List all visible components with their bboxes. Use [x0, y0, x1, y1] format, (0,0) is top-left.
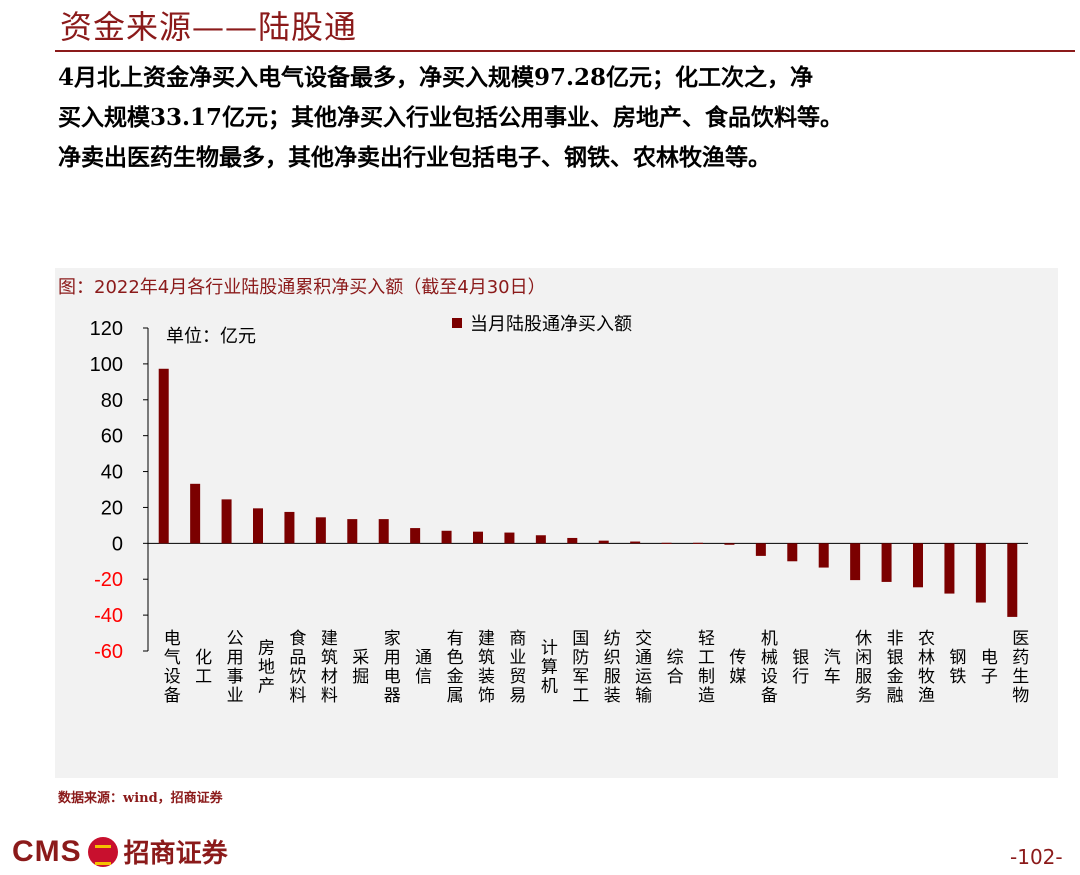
y-tick-label: 120: [90, 318, 123, 340]
bar: [190, 483, 201, 544]
x-tick-label: 化工: [191, 648, 212, 686]
title-divider: [55, 50, 1075, 52]
bar: [630, 541, 641, 544]
chart-legend: 当月陆股通净买入额: [452, 310, 632, 336]
bar: [504, 532, 515, 544]
x-tick-label: 采掘: [348, 648, 369, 686]
bar: [473, 531, 483, 544]
bar: [567, 537, 578, 544]
bar: [158, 368, 169, 544]
bar: [944, 543, 955, 594]
bar: [881, 543, 892, 582]
bar: [661, 542, 672, 544]
x-tick-label: 汽车: [820, 648, 841, 686]
x-tick-label: 机械设备: [757, 629, 778, 705]
data-source: 数据来源：wind，招商证券: [58, 791, 223, 806]
x-tick-label: 建筑装饰: [474, 629, 495, 705]
bar: [410, 528, 421, 544]
x-tick-label: 轻工制造: [694, 629, 715, 705]
x-tick-label: 钢铁: [945, 648, 966, 686]
x-tick-label: 纺织服装: [600, 629, 621, 705]
legend-swatch: [452, 318, 462, 328]
y-tick-label: 40: [101, 462, 123, 484]
summary-text: 4月北上资金净买入电气设备最多，净买入规模97.28亿元；化工次之，净 买入规模…: [58, 58, 1073, 178]
summary-line: 净卖出医药生物最多，其他净卖出行业包括电子、钢铁、农林牧渔等。: [58, 144, 771, 171]
x-tick-label: 通信: [411, 648, 432, 686]
bar: [598, 540, 609, 544]
bar: [755, 543, 766, 556]
x-tick-label: 非银金融: [883, 629, 904, 705]
x-tick-label: 国防军工: [568, 629, 589, 705]
legend-label: 当月陆股通净买入额: [470, 314, 632, 335]
x-tick-label: 休闲服务: [851, 629, 872, 705]
bar: [284, 511, 295, 544]
bar: [818, 543, 829, 568]
y-tick-label: 0: [112, 533, 123, 555]
bar: [315, 517, 326, 544]
x-tick-label: 医药生物: [1008, 629, 1028, 705]
x-tick-label: 传媒: [725, 648, 746, 686]
y-tick-label: 80: [101, 390, 123, 412]
bar: [1007, 543, 1018, 617]
logo-icon: [87, 836, 118, 867]
x-tick-label: 食品饮料: [285, 629, 306, 705]
bar: [441, 530, 452, 544]
x-tick-label: 交通运输: [631, 629, 652, 705]
x-tick-label: 银行: [788, 648, 809, 686]
bar: [378, 519, 389, 544]
company-logo: CMS 招商证券: [12, 833, 228, 870]
unit-label: 单位：亿元: [166, 326, 256, 347]
x-tick-label: 建筑材料: [317, 629, 338, 705]
summary-line: 4月北上资金净买入电气设备最多，净买入规模97.28亿元；化工次之，净: [58, 64, 814, 91]
bar: [975, 543, 986, 603]
x-tick-label: 房地产: [254, 638, 275, 695]
page-title: 资金来源——陆股通: [60, 8, 358, 46]
bar: [221, 499, 232, 544]
y-tick-label: -40: [94, 605, 123, 627]
summary-line: 买入规模33.17亿元；其他净买入行业包括公用事业、房地产、食品饮料等。: [58, 104, 844, 131]
bar: [913, 543, 923, 588]
y-tick-label: -60: [94, 641, 123, 663]
y-tick-label: -20: [94, 569, 123, 591]
bar: [347, 519, 358, 544]
y-tick-label: 100: [90, 354, 123, 376]
x-tick-label: 计算机: [537, 638, 558, 695]
bar: [253, 508, 263, 544]
bar: [724, 543, 735, 545]
logo-text: CMS: [12, 834, 82, 868]
bar: [693, 542, 703, 544]
bar: [535, 535, 546, 544]
bar: [787, 543, 798, 562]
x-tick-label: 有色金属: [443, 629, 464, 705]
x-tick-label: 综合: [663, 648, 684, 686]
x-tick-label: 电子: [977, 648, 998, 686]
y-tick-label: 20: [101, 497, 123, 519]
x-tick-label: 公用事业: [223, 629, 244, 705]
bar: [850, 543, 861, 581]
y-tick-label: 60: [101, 426, 123, 448]
chart-caption: 图：2022年4月各行业陆股通累积净买入额（截至4月30日）: [58, 277, 546, 298]
page-number: -102-: [1010, 845, 1063, 869]
x-tick-label: 家用电器: [380, 629, 401, 705]
x-tick-label: 电气设备: [160, 629, 181, 705]
company-name: 招商证券: [123, 839, 228, 869]
x-tick-label: 农林牧渔: [914, 629, 935, 705]
x-tick-label: 商业贸易: [505, 629, 526, 705]
